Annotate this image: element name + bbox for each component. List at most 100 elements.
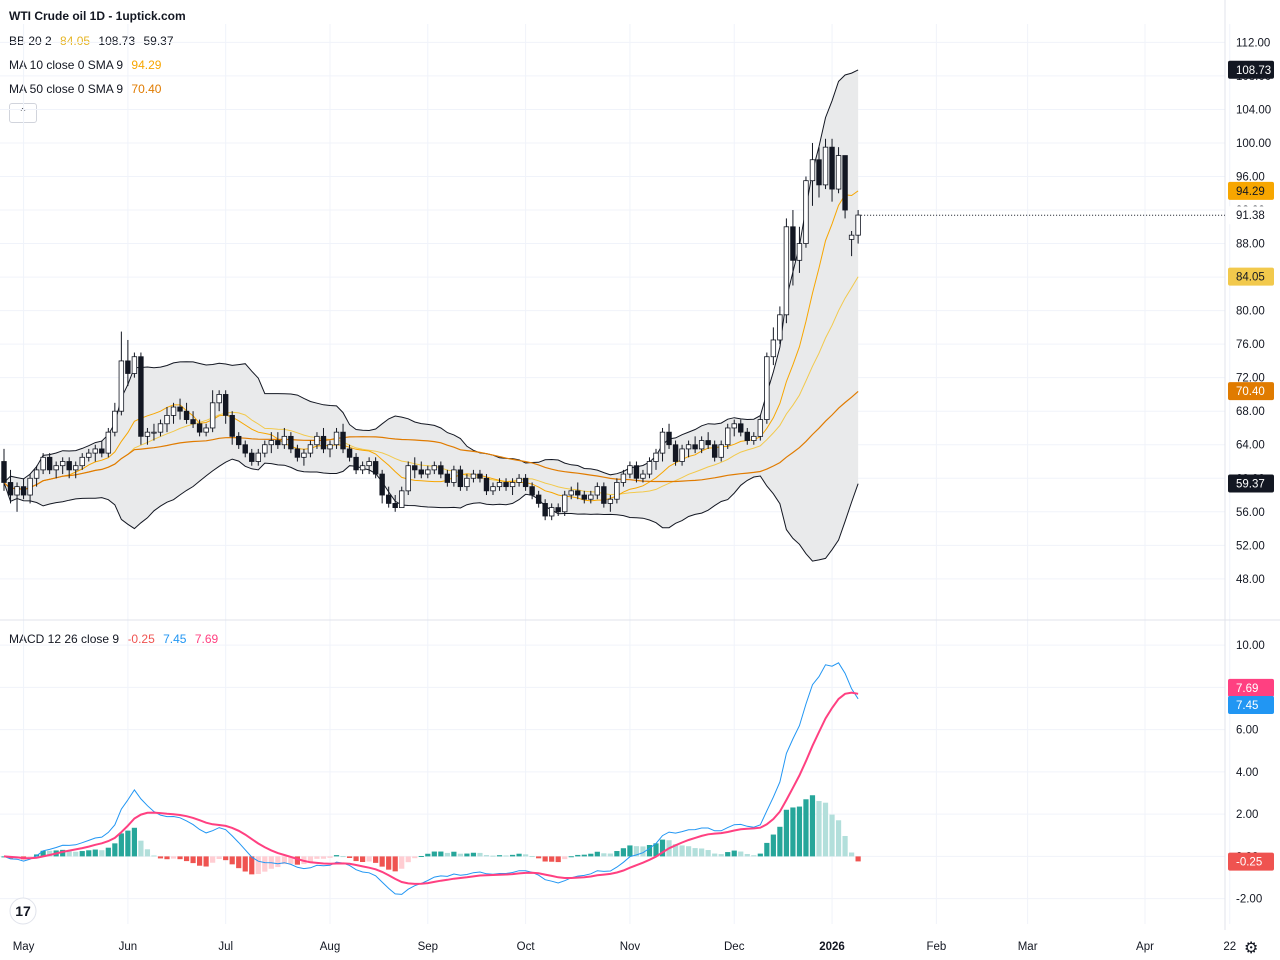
candle-body	[464, 477, 470, 488]
macd-histogram-bar	[236, 856, 242, 869]
candles	[1, 138, 861, 521]
collapse-legend-button[interactable]: ⌃	[9, 103, 37, 123]
macd-grid	[0, 644, 1225, 900]
candle-body	[216, 394, 222, 404]
ma50-legend[interactable]: MA 50 close 0 SMA 9 70.40	[9, 82, 166, 96]
candle-body	[822, 146, 829, 186]
time-axis-label: Dec	[724, 941, 745, 953]
macd-histogram-bar	[809, 795, 816, 857]
macd-histogram-bar	[203, 856, 209, 867]
candle-body	[59, 461, 66, 467]
candle-body	[640, 473, 646, 479]
price-scale-badge-label: 108.73	[1236, 65, 1271, 77]
candle-body	[542, 503, 548, 517]
candle-body	[20, 486, 27, 496]
macd-histogram-bar	[307, 856, 314, 862]
candle-body	[483, 477, 490, 492]
time-axis-label: May	[13, 941, 35, 953]
price-axis-tick-label: 68.00	[1236, 406, 1265, 418]
candle-body	[66, 461, 72, 471]
svg-text:17: 17	[15, 903, 31, 919]
candle-body	[790, 226, 796, 261]
candle-body	[711, 444, 718, 458]
candle-body	[92, 448, 98, 454]
ma10-legend[interactable]: MA 10 close 0 SMA 9 94.29	[9, 58, 166, 72]
macd-histogram-bar	[523, 854, 529, 857]
macd-histogram-bar	[816, 801, 822, 857]
tradingview-logo-icon[interactable]: 17	[5, 897, 41, 925]
macd-histogram-bar	[405, 856, 411, 863]
macd-histogram-bar	[529, 856, 535, 858]
candle-body	[203, 427, 209, 433]
time-axis-label: Oct	[517, 941, 536, 953]
candle-body	[829, 146, 835, 190]
time-axis-label: Apr	[1136, 941, 1154, 953]
macd-histogram-bar	[568, 856, 574, 858]
candle-body	[301, 452, 307, 458]
macd-histogram-bar	[118, 833, 124, 857]
time-axis-label: Mar	[1018, 941, 1038, 953]
bb-legend[interactable]: BB 20 2 84.05 108.73 59.37	[9, 34, 179, 48]
candle-body	[40, 456, 46, 471]
candle-body	[372, 461, 379, 475]
candle-body	[529, 486, 535, 496]
macd-histogram-bar	[822, 802, 829, 857]
candle-body	[53, 465, 59, 471]
candle-body	[236, 435, 242, 446]
candle-body	[438, 465, 444, 475]
macd-axis-tick-label: 6.00	[1236, 725, 1258, 737]
macd-histogram-bar	[327, 856, 333, 858]
candle-body	[118, 360, 125, 412]
candle-body	[255, 452, 261, 462]
macd-histogram-bar	[659, 839, 666, 857]
candle-body	[731, 423, 737, 429]
candle-body	[418, 469, 424, 475]
price-scale-badge	[1228, 474, 1274, 493]
ma50-value: 70.40	[131, 82, 162, 96]
candle-body	[333, 431, 340, 446]
candle-body	[112, 410, 118, 433]
macd-scale-badge-label: 7.69	[1236, 683, 1258, 695]
macd-histogram-bar	[275, 856, 281, 868]
candle-body	[125, 360, 131, 374]
macd-scale-badge	[1228, 852, 1274, 871]
price-axis-tick-label: 80.00	[1236, 306, 1265, 318]
macd-histogram-bar	[73, 851, 79, 857]
macd-histogram-bar	[718, 854, 724, 857]
candle-body	[144, 431, 151, 437]
macd-histogram-bar	[314, 856, 320, 859]
candle-body	[79, 456, 85, 467]
macd-histogram-bar	[216, 856, 222, 859]
macd-histogram-bar	[353, 856, 359, 862]
candle-body	[705, 440, 711, 446]
candle-body	[346, 448, 353, 458]
price-scale-badge	[1228, 267, 1274, 286]
candle-body	[594, 486, 601, 496]
macd-histogram-bar	[692, 848, 698, 857]
macd-histogram-bar	[451, 851, 457, 857]
candle-body	[509, 482, 516, 488]
candle-body	[588, 494, 594, 500]
gear-icon[interactable]: ⚙	[1244, 940, 1259, 957]
macd-histogram-bar	[835, 820, 842, 857]
candle-body	[170, 406, 177, 416]
candle-body	[262, 444, 268, 454]
macd-histogram-bar	[672, 844, 679, 857]
price-scale-badge	[1228, 60, 1274, 79]
macd-histogram-bar	[640, 846, 646, 857]
candle-body	[522, 477, 529, 488]
price-axis-tick-label: 96.00	[1236, 172, 1265, 184]
macd-histogram-bar	[197, 856, 203, 866]
candle-body	[764, 356, 770, 420]
macd-histogram-bar	[516, 853, 522, 857]
candle-body	[842, 155, 848, 211]
macd-histogram-bar	[418, 856, 424, 858]
macd-legend[interactable]: MACD 12 26 close 9 -0.25 7.45 7.69	[9, 632, 223, 646]
candle-body	[307, 444, 314, 454]
time-axis-label: Feb	[926, 941, 946, 953]
macd-histogram-bar	[242, 856, 248, 872]
macd-histogram-bar	[112, 843, 118, 857]
macd-histogram-bar	[144, 849, 151, 857]
candle-body	[490, 486, 496, 492]
